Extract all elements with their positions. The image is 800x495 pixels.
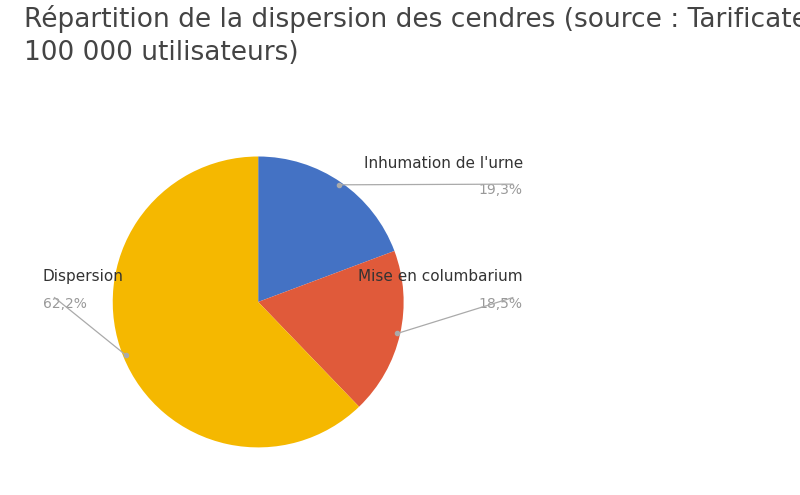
Wedge shape [258, 156, 394, 302]
Wedge shape [113, 156, 359, 447]
Wedge shape [258, 251, 404, 407]
Text: Répartition de la dispersion des cendres (source : Tarificateur,
100 000 utilisa: Répartition de la dispersion des cendres… [24, 5, 800, 66]
Text: 19,3%: 19,3% [479, 183, 523, 197]
Text: 18,5%: 18,5% [479, 297, 523, 311]
Text: Dispersion: Dispersion [43, 269, 124, 285]
Text: 62,2%: 62,2% [43, 297, 86, 311]
Text: Inhumation de l'urne: Inhumation de l'urne [364, 156, 523, 171]
Text: Mise en columbarium: Mise en columbarium [358, 269, 523, 285]
